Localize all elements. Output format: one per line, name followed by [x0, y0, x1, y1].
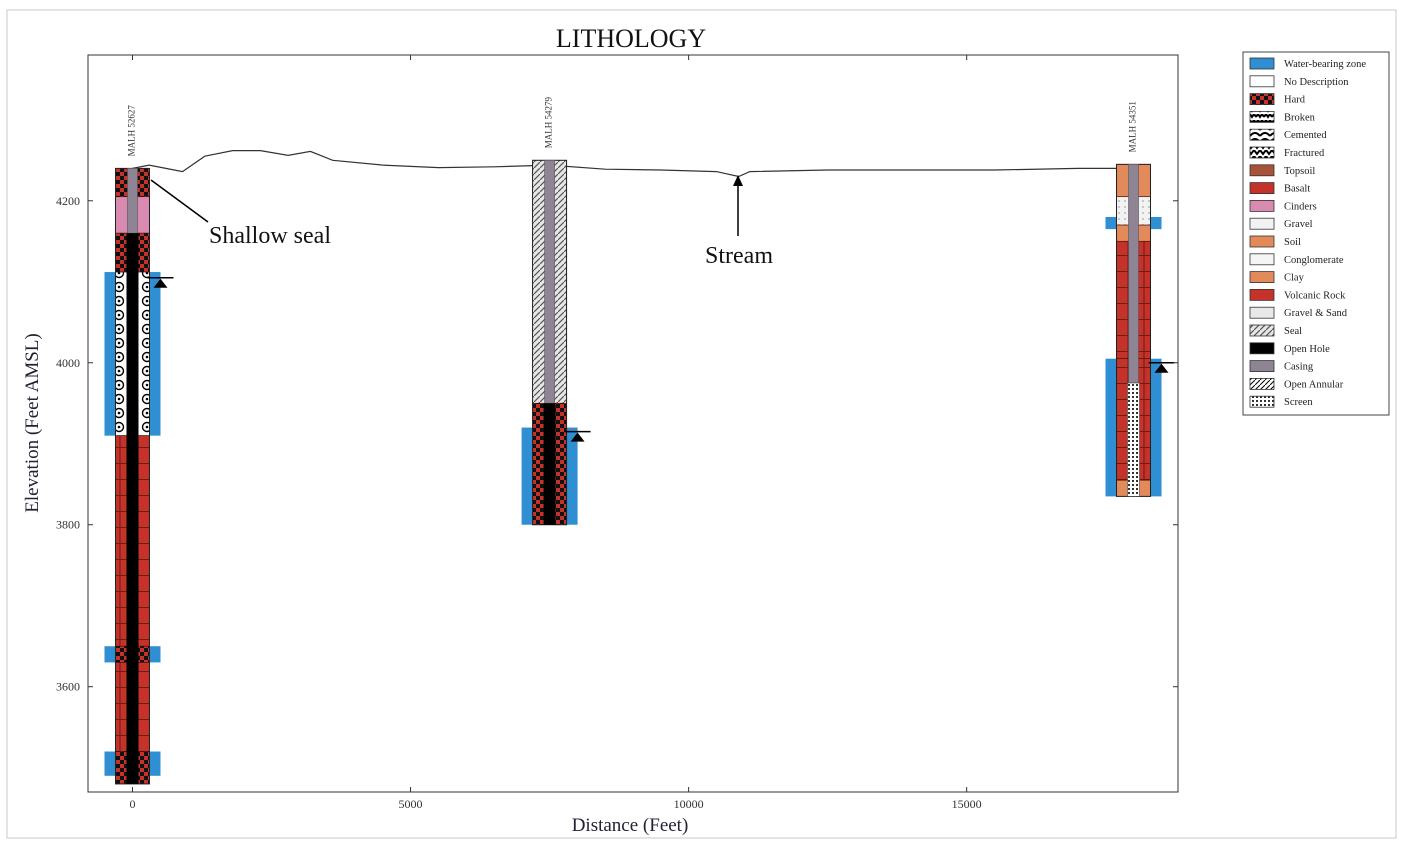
legend-swatch	[1249, 342, 1275, 355]
legend-swatch	[1249, 111, 1275, 123]
legend-label: Water-bearing zone	[1284, 59, 1366, 70]
casing	[544, 159, 555, 404]
open-hole	[126, 233, 139, 784]
legend-swatch	[1249, 93, 1275, 105]
stream-annotation: Stream	[705, 175, 773, 269]
x-tick-label: 5000	[399, 797, 423, 811]
legend-label: Gravel	[1284, 219, 1313, 230]
x-axis-label: Distance (Feet)	[572, 815, 689, 836]
legend-label: Fractured	[1284, 148, 1325, 159]
legend-swatch	[1249, 324, 1275, 337]
legend-label: Cinders	[1284, 201, 1317, 212]
legend-label: Clay	[1284, 273, 1305, 284]
plot-area	[87, 54, 1179, 793]
legend-swatch	[1249, 182, 1275, 195]
legend-swatch	[1249, 199, 1275, 212]
shallow-seal-annotation: Shallow seal	[150, 179, 331, 249]
y-tick-label: 3600	[56, 680, 80, 694]
casing	[127, 168, 138, 234]
legend-label: Cemented	[1284, 130, 1327, 141]
chart-title: LITHOLOGY	[556, 24, 706, 53]
legend-label: Broken	[1284, 112, 1316, 123]
legend-label: Hard	[1284, 95, 1306, 106]
well-name-label: MALH 54279	[544, 97, 554, 149]
x-tick-label: 10000	[674, 797, 704, 811]
water-level-triangle-icon	[153, 278, 168, 288]
stream-label: Stream	[705, 243, 773, 269]
y-tick-label: 4000	[56, 356, 80, 370]
legend-swatch	[1249, 57, 1275, 70]
open-hole	[543, 403, 556, 525]
legend-swatch	[1249, 128, 1275, 141]
legend-swatch	[1249, 360, 1275, 373]
well-1: MALH 54279	[521, 97, 591, 526]
screen	[1127, 382, 1140, 497]
axes-layer: 0 5000 10000 15000 3600 3800 4000 4200	[56, 55, 1178, 811]
water-level-triangle-icon	[1154, 363, 1169, 373]
legend-label: Basalt	[1284, 184, 1310, 195]
water-level-triangle-icon	[570, 432, 585, 442]
stream-arrowhead-icon	[733, 175, 743, 186]
legend-swatch	[1249, 395, 1275, 408]
legend-label: Conglomerate	[1284, 255, 1344, 266]
legend-swatch	[1249, 271, 1275, 284]
well-name-label: MALH 54351	[1128, 101, 1138, 152]
legend-label: Screen	[1284, 397, 1313, 408]
legend-label: Casing	[1284, 362, 1314, 373]
y-tick-label: 3800	[56, 518, 80, 532]
legend-label: Topsoil	[1284, 166, 1315, 177]
legend-label: No Description	[1284, 77, 1349, 88]
legend-swatch	[1249, 75, 1275, 88]
legend-swatch	[1249, 253, 1275, 266]
well-0: MALH 52627	[104, 105, 174, 785]
legend-swatch	[1249, 288, 1275, 301]
ground-profile-layer	[132, 150, 1134, 178]
shallow-seal-leader	[150, 179, 209, 223]
legend-swatch	[1249, 146, 1275, 159]
legend-swatch	[1249, 164, 1275, 177]
legend-swatch	[1249, 217, 1275, 230]
legend-label: Open Annular	[1284, 379, 1344, 390]
legend-swatch	[1249, 306, 1275, 319]
x-tick-label: 15000	[952, 797, 982, 811]
y-tick-label: 4200	[56, 194, 80, 208]
ground-surface-line	[132, 150, 1134, 178]
wells-layer: MALH 52627 MALH 54279 MALH 54351	[104, 97, 1175, 785]
legend: Water-bearing zone No Description Hard Brok…	[1242, 51, 1390, 416]
legend-label: Volcanic Rock	[1284, 290, 1346, 301]
legend-label: Gravel & Sand	[1284, 308, 1348, 319]
figure-border	[6, 9, 1397, 839]
y-axis-label: Elevation (Feet AMSL)	[22, 333, 43, 512]
legend-label: Soil	[1284, 237, 1301, 248]
legend-swatch	[1249, 377, 1275, 390]
shallow-seal-label: Shallow seal	[209, 223, 331, 249]
legend-label: Open Hole	[1284, 344, 1330, 355]
legend-swatch	[1249, 235, 1275, 248]
x-tick-label: 0	[129, 797, 135, 811]
casing	[1128, 164, 1139, 384]
well-2: MALH 54351	[1105, 101, 1175, 497]
legend-label: Seal	[1284, 326, 1302, 337]
well-name-label: MALH 52627	[127, 105, 137, 157]
